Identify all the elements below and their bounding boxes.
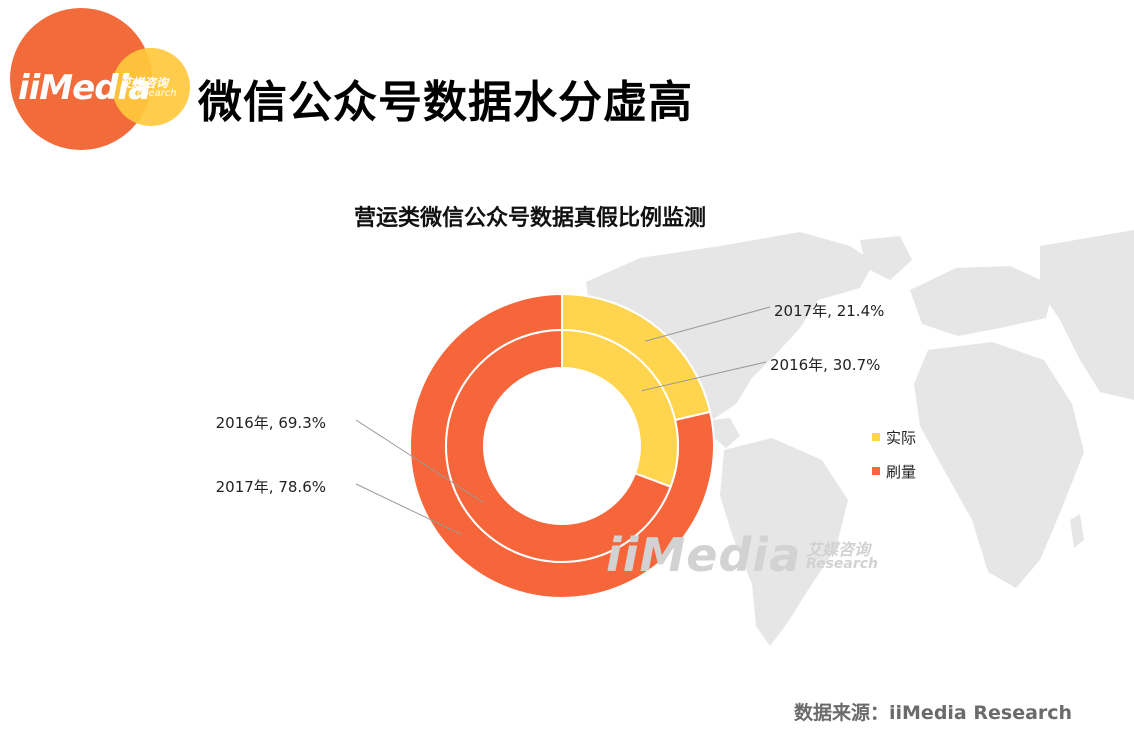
data-label-1: 2016年, 30.7% [770,356,880,374]
data-label-0: 2017年, 21.4% [774,302,884,320]
legend-item-fake: 刷量 [872,454,916,488]
central-america-shape [712,418,740,448]
watermark-chinese-text: 艾媒咨询 [806,540,871,559]
data-label-3: 2017年, 78.6% [216,478,326,496]
legend-swatch-actual [872,433,880,441]
slice-inner-fake [445,328,672,563]
logo-wordmark: iiMedia [18,68,151,108]
logo-english-text: Research [130,88,177,99]
data-label-2: 2016年, 69.3% [216,414,326,432]
data-source: 数据来源：iiMedia Research [794,702,1073,724]
africa-shape [914,342,1084,588]
logo-chinese-text: 艾媒咨询 [120,76,169,90]
south-america-shape [720,438,848,646]
chart-legend: 实际 刷量 [872,420,916,488]
logo-yellow-circle [112,48,190,126]
leader-line-0 [645,306,771,342]
leader-line-2 [355,419,484,503]
chart-title: 营运类微信公众号数据真假比例监测 [353,206,706,231]
watermark-wordmark: iiMedia [606,528,802,582]
legend-swatch-fake [872,467,880,475]
page-title: 微信公众号数据水分虚高 [198,77,693,128]
leader-line-1 [641,361,767,392]
legend-label-actual: 实际 [886,428,917,447]
madagascar-shape [1070,514,1084,548]
iimedia-watermark: iiMedia 艾媒咨询 Research [606,528,878,582]
greenland-shape [860,236,912,280]
leader-line-3 [355,483,462,535]
iimedia-logo: iiMedia 艾媒咨询 Research [0,0,200,160]
europe-shape [910,266,1054,336]
asia-shape [1040,230,1134,400]
legend-label-fake: 刷量 [886,462,917,481]
legend-item-actual: 实际 [872,420,916,454]
watermark-english-text: Research [806,556,879,572]
